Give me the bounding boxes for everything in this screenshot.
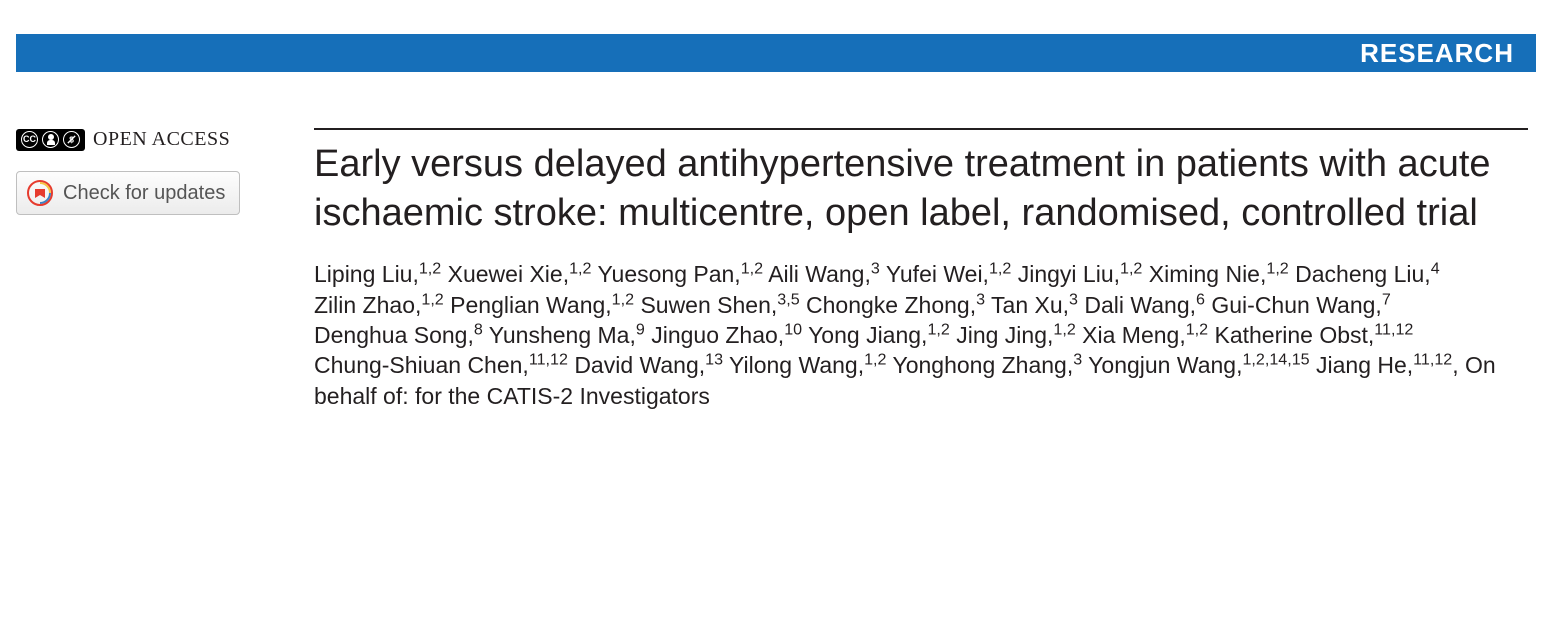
author: Yong Jiang,1,2 [808, 322, 950, 348]
author: Suwen Shen,3,5 [640, 292, 799, 318]
author: Jing Jing,1,2 [956, 322, 1076, 348]
content-row: CC $ OPEN ACCESS Check for updates Early… [0, 128, 1546, 411]
open-access-label: OPEN ACCESS [93, 128, 230, 151]
check-updates-button[interactable]: Check for updates [16, 171, 240, 215]
author: Yunsheng Ma,9 [489, 322, 645, 348]
author: Yongjun Wang,1,2,14,15 [1088, 352, 1309, 378]
author: Yufei Wei,1,2 [886, 261, 1012, 287]
cc-icon: CC [21, 131, 38, 148]
author: Ximing Nie,1,2 [1149, 261, 1289, 287]
author: Zilin Zhao,1,2 [314, 292, 444, 318]
author: David Wang,13 [574, 352, 723, 378]
author: Chongke Zhong,3 [806, 292, 985, 318]
author: Xuewei Xie,1,2 [448, 261, 592, 287]
sidebar: CC $ OPEN ACCESS Check for updates [16, 128, 284, 411]
author: Xia Meng,1,2 [1082, 322, 1208, 348]
author: Jiang He,11,12 [1316, 352, 1452, 378]
author: Tan Xu,3 [991, 292, 1078, 318]
cc-license-badge: CC $ [16, 129, 85, 151]
author: Dacheng Liu,4 [1295, 261, 1440, 287]
author: Jingyi Liu,1,2 [1018, 261, 1143, 287]
author: Chung-Shiuan Chen,11,12 [314, 352, 568, 378]
nc-icon: $ [63, 131, 80, 148]
author-list: Liping Liu,1,2 Xuewei Xie,1,2 Yuesong Pa… [314, 259, 1528, 411]
crossmark-icon [27, 180, 53, 206]
author: Yonghong Zhang,3 [892, 352, 1082, 378]
article-main: Early versus delayed antihypertensive tr… [314, 128, 1528, 411]
author: Yuesong Pan,1,2 [597, 261, 763, 287]
author: Liping Liu,1,2 [314, 261, 441, 287]
author: Dali Wang,6 [1084, 292, 1205, 318]
author: Penglian Wang,1,2 [450, 292, 634, 318]
author: Gui-Chun Wang,7 [1211, 292, 1390, 318]
section-banner: RESEARCH [16, 34, 1536, 72]
author: Aili Wang,3 [768, 261, 880, 287]
by-icon [42, 131, 59, 148]
author: Katherine Obst,11,12 [1214, 322, 1413, 348]
check-updates-label: Check for updates [63, 182, 225, 205]
author: Denghua Song,8 [314, 322, 483, 348]
open-access-row: CC $ OPEN ACCESS [16, 128, 284, 151]
author: Yilong Wang,1,2 [729, 352, 886, 378]
article-title: Early versus delayed antihypertensive tr… [314, 140, 1528, 237]
author: Jinguo Zhao,10 [651, 322, 802, 348]
section-banner-label: RESEARCH [1360, 38, 1514, 69]
